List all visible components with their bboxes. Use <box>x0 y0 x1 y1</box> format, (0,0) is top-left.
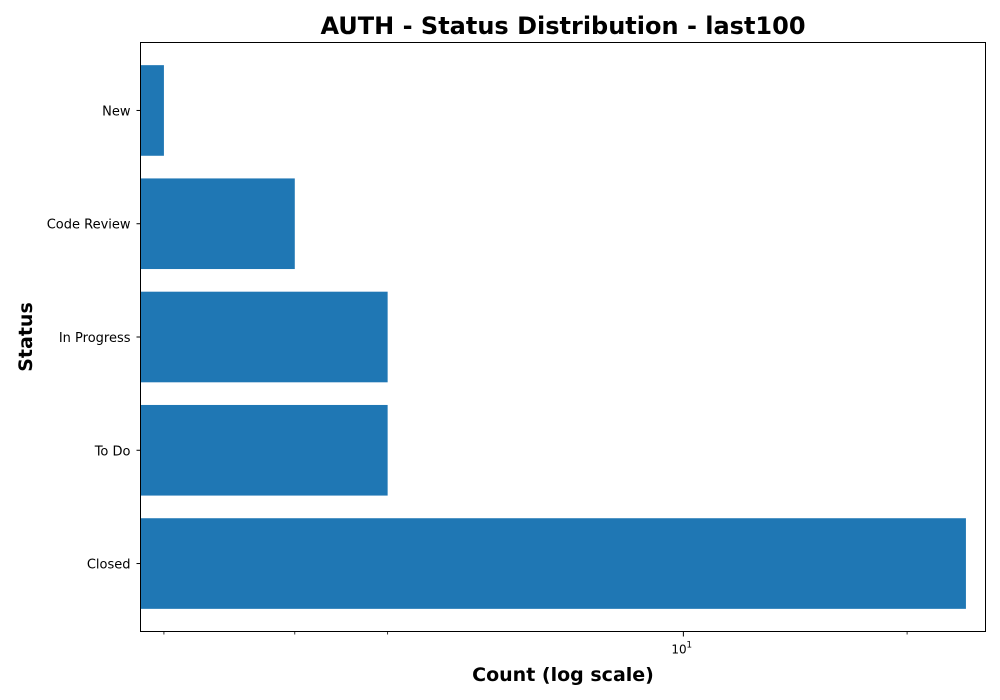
bar-closed <box>140 518 966 609</box>
bar-to-do <box>140 404 388 496</box>
bar-in-progress <box>140 291 388 383</box>
y-tick-label: New <box>102 104 131 119</box>
y-tick-label: To Do <box>94 444 131 459</box>
x-tick-label: 10 <box>671 643 686 657</box>
chart-title: AUTH - Status Distribution - last100 <box>320 12 805 40</box>
bar-code-review <box>140 178 295 270</box>
bars-group <box>140 65 966 609</box>
y-axis-label: Status <box>15 302 37 372</box>
y-tick-label: Code Review <box>47 218 131 233</box>
x-axis-label: Count (log scale) <box>472 664 654 686</box>
x-axis-ticks: 10 1 <box>163 631 908 657</box>
y-tick-label: Closed <box>87 558 131 573</box>
x-tick-label-exponent: 1 <box>686 641 692 651</box>
y-tick-label: In Progress <box>59 331 131 346</box>
bar-new <box>140 65 164 156</box>
y-axis-ticks: Closed To Do In Progress Code Review New <box>47 104 141 573</box>
